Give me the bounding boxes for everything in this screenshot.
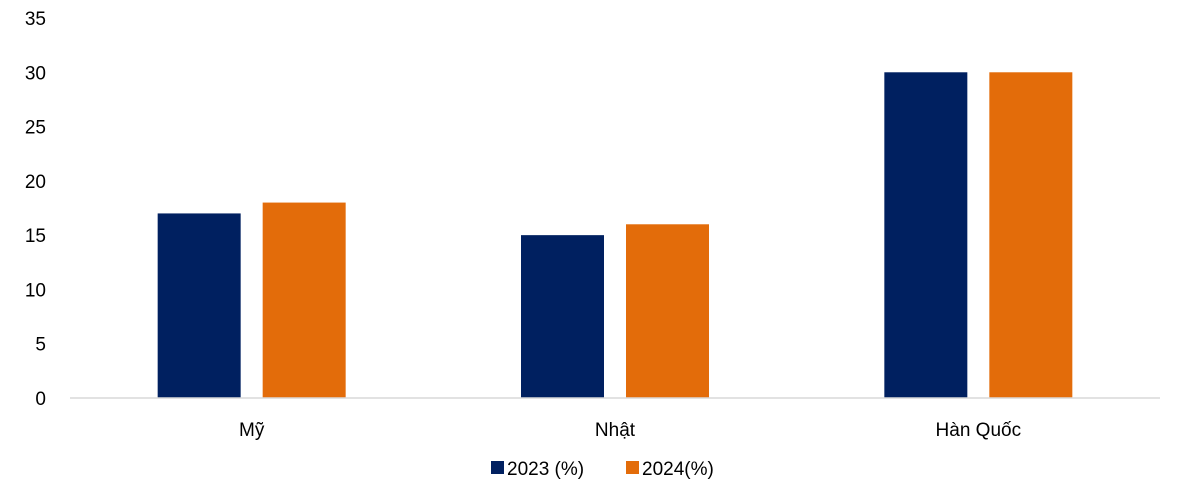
- category-label: Mỹ: [239, 420, 265, 441]
- bar-2023-0: [157, 213, 241, 398]
- y-tick-label: 25: [25, 118, 46, 139]
- y-tick-label: 20: [25, 172, 46, 193]
- y-tick-label: 15: [25, 226, 46, 247]
- bar-2023-1: [521, 235, 604, 398]
- category-label: Nhật: [595, 420, 636, 441]
- legend: 2023 (%) 2024(%): [491, 459, 714, 480]
- category-labels: Mỹ Nhật Hàn Quốc: [239, 420, 1021, 441]
- bars-group: [157, 72, 1073, 399]
- legend-swatch: [491, 461, 504, 474]
- bar-2024-1: [626, 224, 709, 398]
- y-tick-label: 5: [35, 335, 46, 356]
- category-label: Hàn Quốc: [936, 420, 1022, 441]
- y-axis-ticks: 0 5 10 15 20 25 30 35: [25, 9, 46, 410]
- y-tick-label: 30: [25, 63, 46, 84]
- y-tick-label: 0: [35, 389, 46, 410]
- legend-swatch: [626, 461, 639, 474]
- bar-2024-2: [989, 72, 1073, 399]
- y-tick-label: 35: [25, 9, 46, 30]
- legend-label: 2023 (%): [507, 459, 584, 480]
- bar-2024-0: [262, 202, 346, 398]
- y-tick-label: 10: [25, 280, 46, 301]
- legend-label: 2024(%): [642, 459, 714, 480]
- bar-2023-2: [884, 72, 968, 399]
